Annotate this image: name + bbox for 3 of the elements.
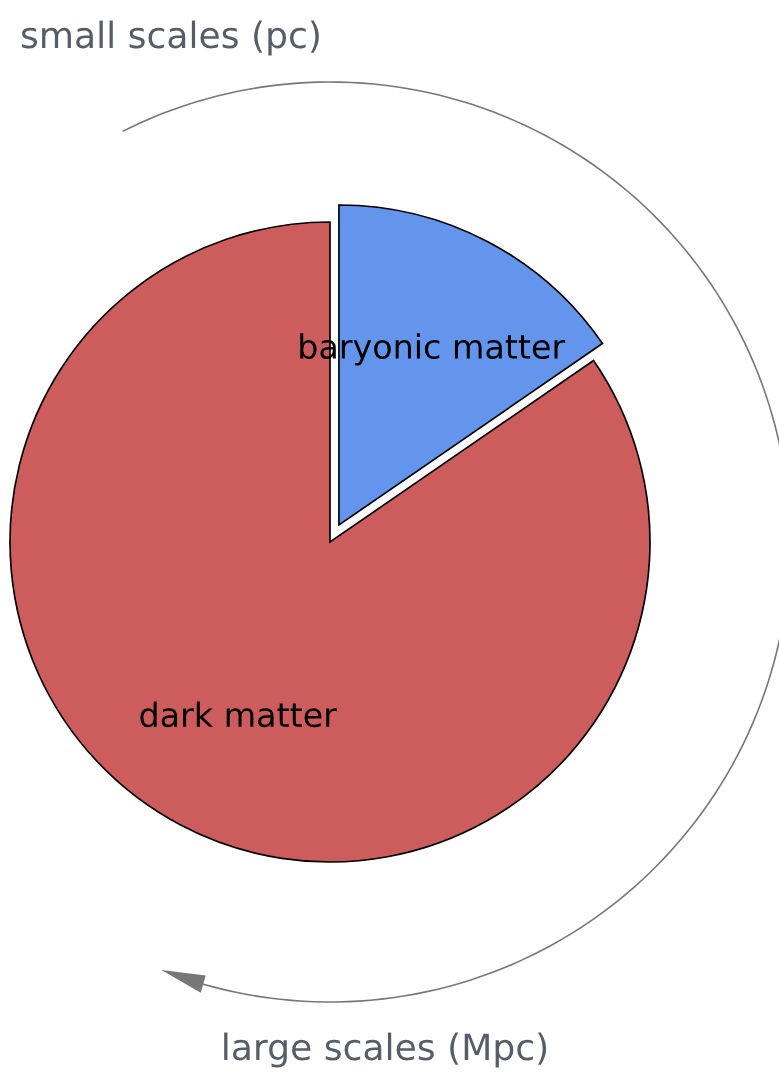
text: small scales (pc) <box>21 20 319 56</box>
text: large scales (Mpc) <box>224 1032 547 1068</box>
slice-label: dark matter <box>140 701 337 728</box>
